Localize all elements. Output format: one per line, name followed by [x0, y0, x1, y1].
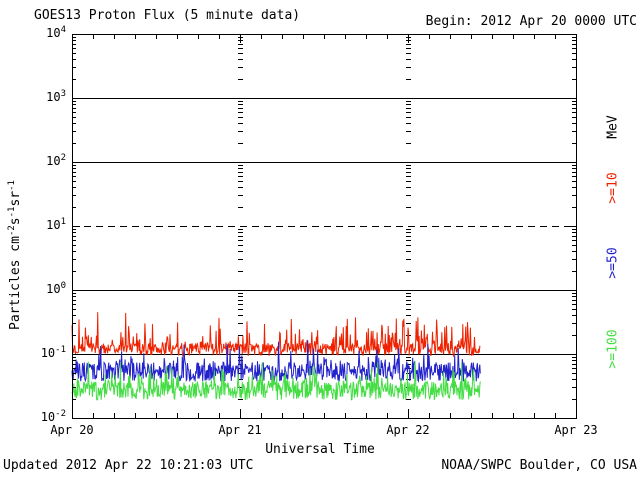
updated-timestamp: Updated 2012 Apr 22 10:21:03 UTC — [3, 458, 254, 473]
chart-title: GOES13 Proton Flux (5 minute data) — [34, 8, 301, 23]
source-credit: NOAA/SWPC Boulder, CO USA — [441, 458, 637, 473]
grid-lines — [72, 37, 576, 400]
data-series — [71, 312, 481, 401]
legend-100: >=100 — [605, 329, 621, 369]
axis-ticks — [72, 34, 577, 419]
legend-units-mev: MeV — [605, 115, 621, 139]
x-tick-label: Apr 21 — [218, 423, 262, 437]
x-tick-label: Apr 22 — [386, 423, 430, 437]
y-tick-label: 102 — [46, 153, 66, 168]
x-tick-label: Apr 23 — [554, 423, 598, 437]
y-tick-label: 100 — [46, 281, 66, 296]
y-tick-label: 10-1 — [40, 345, 66, 360]
series-line--100-mev — [71, 361, 481, 401]
y-axis-title: Particles cm-2s-1sr-1 — [6, 180, 24, 330]
legend-50: >=50 — [605, 247, 621, 279]
plot-border — [72, 34, 577, 419]
y-tick-label: 10-2 — [40, 409, 66, 424]
y-tick-label: 103 — [46, 89, 66, 104]
y-tick-label: 101 — [46, 217, 66, 232]
series-line--10-mev — [71, 312, 481, 358]
y-tick-label: 104 — [46, 25, 66, 40]
series-line--50-mev — [71, 340, 481, 383]
begin-timestamp: Begin: 2012 Apr 20 0000 UTC — [425, 14, 637, 29]
x-axis-title: Universal Time — [265, 442, 375, 457]
x-tick-label: Apr 20 — [50, 423, 94, 437]
legend-10: >=10 — [605, 172, 621, 204]
